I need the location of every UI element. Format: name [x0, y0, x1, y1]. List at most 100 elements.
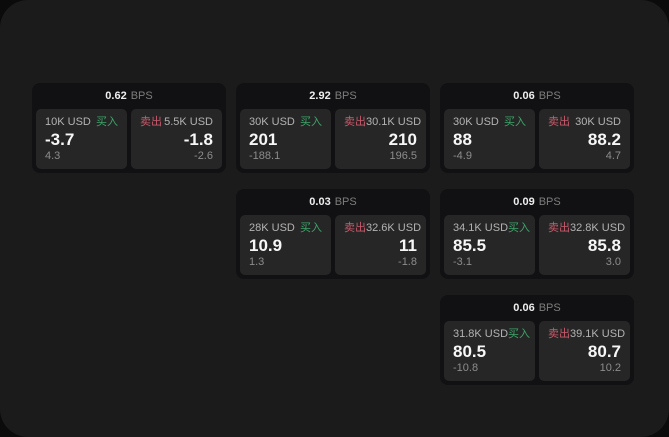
quote-card: 0.09 BPS 34.1K USD 买入 85.5 -3.1 卖出 32.8K…	[440, 189, 634, 279]
buy-price: 10.9	[249, 235, 283, 255]
sell-quote-top: 卖出 30.1K USD	[344, 116, 421, 129]
buy-label: 买入	[508, 328, 531, 340]
spread-unit: BPS	[334, 90, 357, 102]
buy-price: 85.5	[453, 235, 487, 255]
spread-value: 0.06	[513, 90, 535, 102]
quote-body: 28K USD 买入 10.9 1.3 卖出 32.6K USD 11 -1.8	[236, 215, 430, 279]
spread-value: 0.62	[105, 90, 127, 102]
sell-quote-panel[interactable]: 卖出 30.1K USD 210 196.5	[335, 109, 426, 169]
sell-price: 88.2	[587, 129, 621, 149]
quote-body: 10K USD 买入 -3.7 4.3 卖出 5.5K USD -1.8 -2.…	[32, 109, 226, 173]
sell-notional: 32.8K USD	[570, 222, 626, 234]
spread-header: 0.09 BPS	[440, 189, 634, 215]
buy-quote-top: 30K USD 买入	[453, 116, 526, 129]
buy-price: 201	[249, 129, 278, 149]
sell-quote-top: 卖出 5.5K USD	[140, 116, 213, 129]
sell-label: 卖出	[140, 116, 162, 128]
sell-price: 80.7	[587, 341, 621, 361]
buy-delta: -4.9	[453, 150, 472, 162]
sell-label: 卖出	[548, 116, 570, 128]
sell-label: 卖出	[344, 222, 366, 234]
spread-header: 0.03 BPS	[236, 189, 430, 215]
spread-unit: BPS	[538, 302, 561, 314]
sell-notional: 32.6K USD	[366, 222, 422, 234]
sell-quote-top: 卖出 32.8K USD	[548, 222, 625, 235]
spread-unit: BPS	[334, 196, 357, 208]
spread-value: 2.92	[309, 90, 331, 102]
buy-label: 买入	[504, 116, 526, 128]
sell-price: -1.8	[183, 129, 213, 149]
sell-label: 卖出	[344, 116, 366, 128]
spread-unit: BPS	[538, 90, 561, 102]
quote-body: 30K USD 买入 201 -188.1 卖出 30.1K USD 210 1…	[236, 109, 430, 173]
spread-header: 0.62 BPS	[32, 83, 226, 109]
quote-card: 2.92 BPS 30K USD 买入 201 -188.1 卖出 30.1K …	[236, 83, 430, 173]
buy-notional: 30K USD	[453, 116, 499, 128]
sell-quote-top: 卖出 32.6K USD	[344, 222, 421, 235]
spread-value: 0.03	[309, 196, 331, 208]
quote-body: 30K USD 买入 88 -4.9 卖出 30K USD 88.2 4.7	[440, 109, 634, 173]
buy-label: 买入	[300, 222, 322, 234]
buy-label: 买入	[508, 222, 531, 234]
sell-label: 卖出	[548, 328, 570, 340]
buy-notional: 31.8K USD	[453, 328, 509, 340]
quote-card: 0.03 BPS 28K USD 买入 10.9 1.3 卖出 32.6K US…	[236, 189, 430, 279]
sell-delta: 3.0	[605, 256, 621, 268]
quote-card: 0.62 BPS 10K USD 买入 -3.7 4.3 卖出 5.5K USD	[32, 83, 226, 173]
buy-quote-top: 28K USD 买入	[249, 222, 322, 235]
spread-header: 0.06 BPS	[440, 295, 634, 321]
quote-card: 0.06 BPS 30K USD 买入 88 -4.9 卖出 30K USD	[440, 83, 634, 173]
buy-price: -3.7	[45, 129, 75, 149]
spread-header: 2.92 BPS	[236, 83, 430, 109]
quote-body: 31.8K USD 买入 80.5 -10.8 卖出 39.1K USD 80.…	[440, 321, 634, 385]
buy-notional: 10K USD	[45, 116, 91, 128]
buy-quote-panel[interactable]: 31.8K USD 买入 80.5 -10.8	[444, 321, 535, 381]
sell-price: 85.8	[587, 235, 621, 255]
sell-notional: 39.1K USD	[570, 328, 626, 340]
quote-grid: 0.62 BPS 10K USD 买入 -3.7 4.3 卖出 5.5K USD	[32, 83, 634, 385]
sell-delta: -1.8	[398, 256, 417, 268]
spread-unit: BPS	[130, 90, 153, 102]
buy-notional: 28K USD	[249, 222, 295, 234]
quote-body: 34.1K USD 买入 85.5 -3.1 卖出 32.8K USD 85.8…	[440, 215, 634, 279]
buy-quote-panel[interactable]: 34.1K USD 买入 85.5 -3.1	[444, 215, 535, 275]
buy-quote-top: 10K USD 买入	[45, 116, 118, 129]
buy-quote-panel[interactable]: 30K USD 买入 88 -4.9	[444, 109, 535, 169]
sell-notional: 30.1K USD	[366, 116, 422, 128]
sell-quote-panel[interactable]: 卖出 30K USD 88.2 4.7	[539, 109, 630, 169]
buy-price: 80.5	[453, 341, 487, 361]
sell-quote-top: 卖出 39.1K USD	[548, 328, 625, 341]
buy-price: 88	[453, 129, 472, 149]
buy-quote-panel[interactable]: 10K USD 买入 -3.7 4.3	[36, 109, 127, 169]
buy-quote-top: 34.1K USD 买入	[453, 222, 530, 235]
sell-delta: 10.2	[599, 362, 621, 374]
buy-delta: -3.1	[453, 256, 472, 268]
sell-quote-panel[interactable]: 卖出 39.1K USD 80.7 10.2	[539, 321, 630, 381]
sell-delta: 196.5	[389, 150, 417, 162]
quote-card: 0.06 BPS 31.8K USD 买入 80.5 -10.8 卖出 39.1…	[440, 295, 634, 385]
buy-notional: 34.1K USD	[453, 222, 509, 234]
buy-delta: -10.8	[453, 362, 479, 374]
sell-price: 11	[399, 235, 417, 255]
buy-quote-panel[interactable]: 28K USD 买入 10.9 1.3	[240, 215, 331, 275]
sell-quote-panel[interactable]: 卖出 32.6K USD 11 -1.8	[335, 215, 426, 275]
sell-price: 210	[388, 129, 417, 149]
buy-notional: 30K USD	[249, 116, 295, 128]
sell-delta: 4.7	[605, 150, 621, 162]
sell-quote-panel[interactable]: 卖出 32.8K USD 85.8 3.0	[539, 215, 630, 275]
spread-value: 0.06	[513, 302, 535, 314]
spread-unit: BPS	[538, 196, 561, 208]
sell-notional: 30K USD	[575, 116, 621, 128]
buy-quote-top: 31.8K USD 买入	[453, 328, 530, 341]
sell-delta: -2.6	[194, 150, 213, 162]
buy-delta: -188.1	[249, 150, 281, 162]
buy-delta: 4.3	[45, 150, 61, 162]
buy-delta: 1.3	[249, 256, 265, 268]
buy-quote-panel[interactable]: 30K USD 买入 201 -188.1	[240, 109, 331, 169]
sell-label: 卖出	[548, 222, 570, 234]
sell-notional: 5.5K USD	[164, 116, 213, 128]
buy-label: 买入	[300, 116, 322, 128]
sell-quote-panel[interactable]: 卖出 5.5K USD -1.8 -2.6	[131, 109, 222, 169]
sell-quote-top: 卖出 30K USD	[548, 116, 621, 129]
